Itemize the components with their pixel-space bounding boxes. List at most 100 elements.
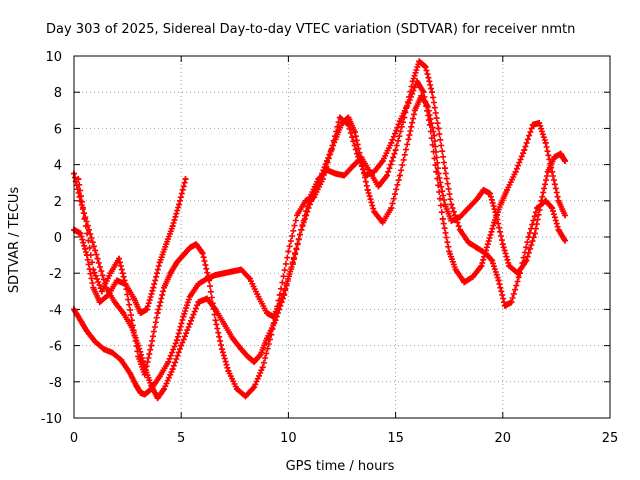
data-point <box>332 170 339 177</box>
data-point <box>486 190 493 197</box>
data-point <box>388 205 395 212</box>
data-point <box>268 331 275 338</box>
data-point <box>557 150 564 157</box>
data-point <box>259 364 266 371</box>
data-point <box>182 176 189 183</box>
data-point <box>435 125 442 132</box>
data-point <box>212 272 219 279</box>
data-point <box>293 212 300 219</box>
data-point <box>392 147 399 154</box>
data-point <box>341 172 348 179</box>
data-point <box>396 118 403 125</box>
data-point <box>233 386 240 393</box>
data-point <box>176 201 183 208</box>
data-point <box>105 291 112 298</box>
chart-title: Day 303 of 2025, Sidereal Day-to-day VTE… <box>46 22 575 37</box>
data-point <box>289 259 296 266</box>
data-point <box>113 277 120 284</box>
data-point <box>433 168 440 175</box>
data-point <box>154 395 161 402</box>
data-point <box>311 194 318 201</box>
data-point <box>448 201 455 208</box>
data-point <box>521 147 528 154</box>
x-axis-label: GPS time / hours <box>286 459 395 474</box>
data-point <box>107 270 114 277</box>
data-point <box>516 270 523 277</box>
data-point <box>133 382 140 389</box>
data-point <box>420 89 427 96</box>
data-point <box>90 266 97 273</box>
data-point <box>128 317 135 324</box>
data-point <box>111 299 118 306</box>
data-point <box>186 244 193 251</box>
data-point <box>122 281 129 288</box>
data-point <box>137 389 144 396</box>
data-point <box>229 335 236 342</box>
data-point <box>137 310 144 317</box>
y-tick-label: 0 <box>54 231 62 246</box>
data-point <box>221 270 228 277</box>
data-point <box>165 358 172 365</box>
data-point <box>150 284 157 291</box>
data-point <box>441 201 448 208</box>
data-point <box>154 310 161 317</box>
data-point <box>465 205 472 212</box>
data-point <box>109 349 116 356</box>
data-point <box>379 157 386 164</box>
y-tick-label: -2 <box>49 267 62 282</box>
data-point <box>120 310 127 317</box>
data-point <box>405 100 412 107</box>
data-point <box>86 226 93 233</box>
data-point <box>469 273 476 280</box>
data-point <box>371 208 378 215</box>
data-point <box>478 262 485 269</box>
data-point <box>439 215 446 222</box>
data-point <box>169 223 176 230</box>
data-point <box>508 299 515 306</box>
data-point <box>251 358 258 365</box>
data-point <box>90 284 97 291</box>
data-point <box>512 168 519 175</box>
data-point <box>555 226 562 233</box>
data-point <box>238 346 245 353</box>
data-point <box>193 241 200 248</box>
data-point <box>244 353 251 360</box>
x-tick-label: 10 <box>280 431 297 446</box>
data-point <box>474 244 481 251</box>
data-point <box>92 338 99 345</box>
data-point <box>384 172 391 179</box>
data-point <box>246 275 253 282</box>
data-point <box>206 277 213 284</box>
data-point <box>371 168 378 175</box>
data-point <box>328 147 335 154</box>
data-point <box>212 317 219 324</box>
x-tick-label: 5 <box>177 431 185 446</box>
data-point <box>379 219 386 226</box>
data-point <box>276 291 283 298</box>
data-point <box>225 367 232 374</box>
data-point <box>131 295 138 302</box>
data-point <box>491 219 498 226</box>
data-point <box>416 58 423 65</box>
data-point <box>242 393 249 400</box>
plot-frame <box>73 55 611 419</box>
data-point <box>98 288 105 295</box>
data-point <box>167 270 174 277</box>
data-point <box>81 215 88 222</box>
data-point <box>362 172 369 179</box>
data-point <box>375 183 382 190</box>
data-point <box>529 121 536 128</box>
data-point <box>561 212 568 219</box>
data-point <box>178 342 185 349</box>
data-point <box>561 157 568 164</box>
data-point <box>302 197 309 204</box>
data-points <box>71 58 568 402</box>
data-point <box>411 107 418 114</box>
data-point <box>255 293 262 300</box>
y-tick-label: -4 <box>49 303 62 318</box>
data-point <box>452 266 459 273</box>
data-point <box>388 139 395 146</box>
data-point <box>426 121 433 128</box>
